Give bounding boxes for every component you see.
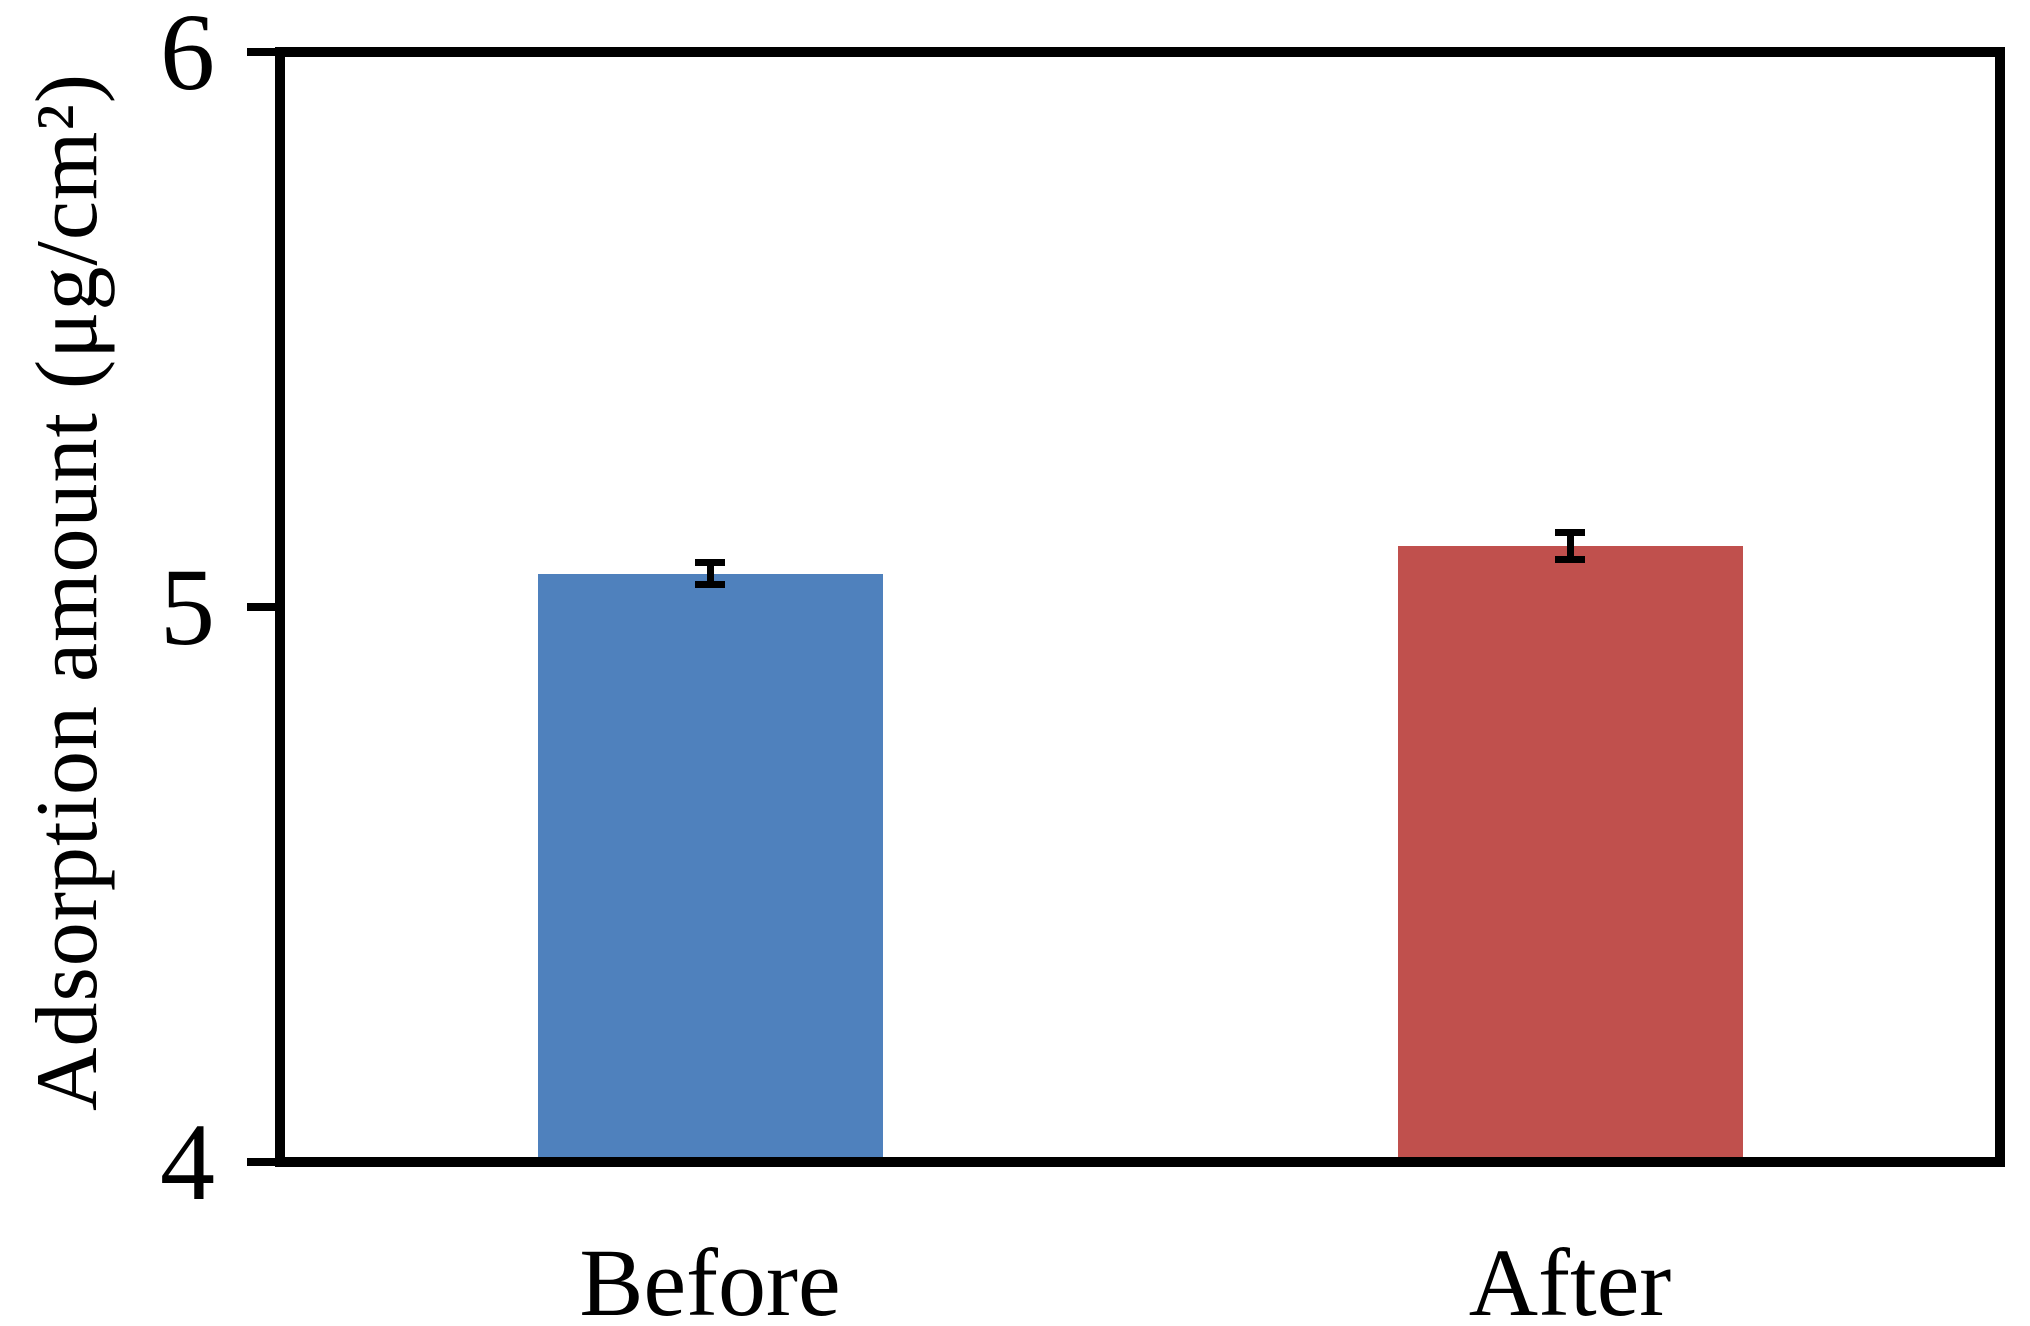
y-tick-label: 4	[160, 1101, 215, 1223]
y-tick-mark	[247, 48, 275, 56]
error-bar-line	[706, 562, 714, 585]
y-tick-mark	[247, 603, 275, 611]
plot-frame	[275, 47, 2005, 1167]
error-bar-cap-top	[1555, 528, 1585, 536]
y-tick-label: 5	[160, 546, 215, 668]
y-tick-label: 6	[160, 0, 215, 113]
x-axis-label-before: Before	[579, 1229, 841, 1326]
x-axis-label-after: After	[1468, 1229, 1672, 1326]
y-tick-mark	[247, 1158, 275, 1166]
bar-after	[1397, 545, 1743, 1157]
error-bar-cap-bottom	[695, 581, 725, 589]
bar-before	[537, 573, 883, 1157]
error-bar-line	[1566, 532, 1574, 560]
error-bar-cap-top	[695, 559, 725, 567]
error-bar-cap-bottom	[1555, 556, 1585, 564]
